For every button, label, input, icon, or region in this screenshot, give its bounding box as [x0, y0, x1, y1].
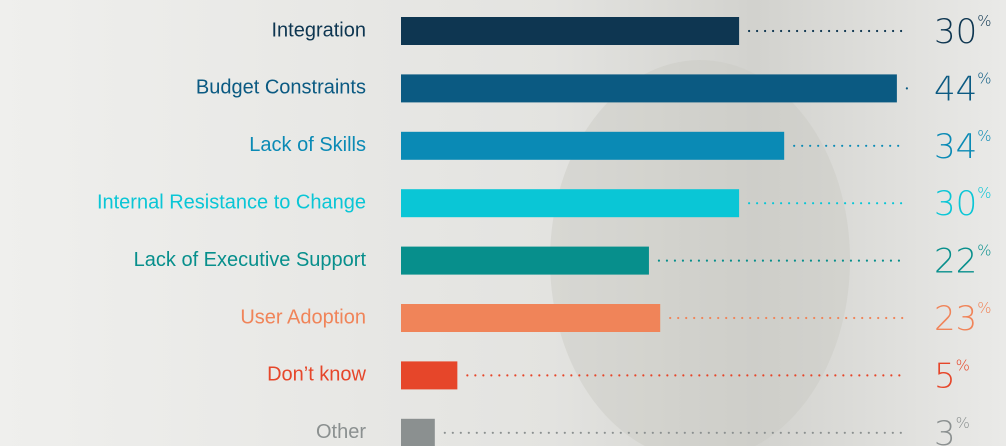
value-label: 22% — [934, 241, 992, 281]
bar — [401, 361, 458, 390]
bar — [401, 17, 740, 45]
value-label: 34% — [934, 126, 992, 166]
category-label: Lack of Executive Support — [134, 249, 367, 271]
bar — [401, 131, 785, 160]
category-label: Internal Resistance to Change — [97, 191, 366, 213]
category-label: Integration — [271, 19, 366, 41]
bar — [401, 418, 435, 446]
value-label: 44% — [934, 69, 992, 109]
bar — [401, 246, 649, 275]
value-label: 23% — [934, 299, 992, 339]
bar — [401, 74, 897, 103]
value-label: 30% — [934, 12, 992, 52]
value-label: 3% — [934, 413, 970, 446]
category-label: User Adoption — [240, 306, 366, 328]
category-label: Don’t know — [267, 364, 366, 386]
category-label: Budget Constraints — [196, 77, 366, 99]
bar — [401, 304, 661, 332]
value-label: 30% — [934, 184, 992, 224]
bar — [401, 189, 740, 218]
value-label: 5% — [934, 356, 970, 396]
category-label: Lack of Skills — [249, 134, 366, 156]
category-label: Other — [316, 421, 366, 443]
